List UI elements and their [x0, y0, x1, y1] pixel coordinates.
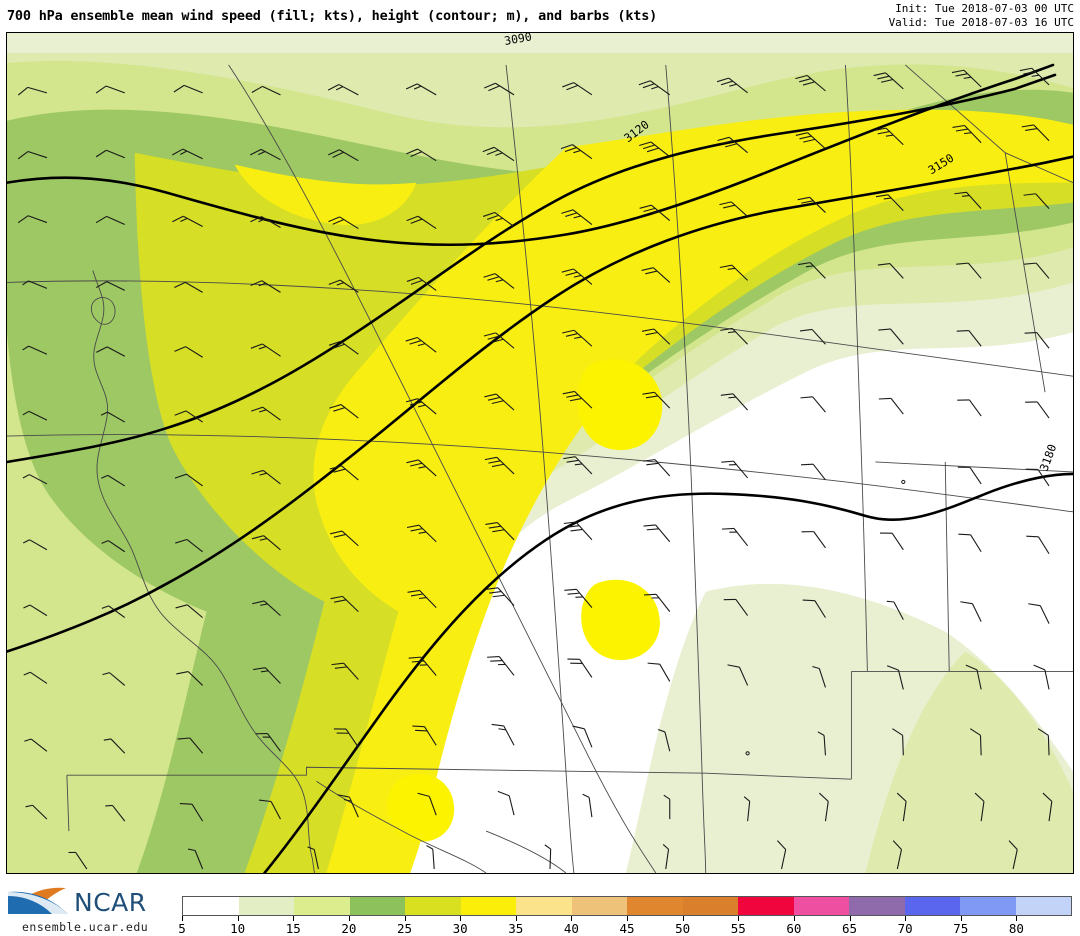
ncar-logo-mark: NCAR — [8, 887, 147, 917]
colorbar-tick-15 — [293, 916, 295, 921]
contour-3180 — [263, 472, 1073, 873]
colorbar-swatches — [182, 896, 1072, 916]
colorbar: 5 10 15 20 25 30 35 40 45 50 55 60 65 70 75 80 — [178, 896, 1072, 936]
colorbar-tick-label-55: 55 — [730, 921, 746, 936]
colorbar-tick-30 — [460, 916, 462, 921]
colorbar-tick-5 — [182, 916, 183, 921]
colorbar-tick-10 — [237, 916, 239, 921]
colorbar-swatch-65 — [849, 897, 905, 915]
colorbar-tick-label-60: 60 — [786, 921, 802, 936]
colorbar-tick-label-35: 35 — [508, 921, 524, 936]
svg-text:NCAR: NCAR — [74, 888, 147, 917]
colorbar-swatch-30 — [460, 897, 516, 915]
fill-band-35-40 — [387, 359, 663, 842]
colorbar-tick-20 — [348, 916, 350, 921]
fill-band-30-35 — [234, 109, 1073, 873]
header: 700 hPa ensemble mean wind speed (fill; … — [0, 0, 1080, 32]
colorbar-tick-55 — [738, 916, 740, 921]
forecast-timestamps: Init: Tue 2018-07-03 00 UTC Valid: Tue 2… — [889, 2, 1074, 30]
colorbar-tick-label-80: 80 — [1008, 921, 1024, 936]
ncar-url: ensemble.ucar.edu — [22, 920, 149, 934]
colorbar-swatch-20 — [349, 897, 405, 915]
map-panel[interactable]: 3090 3120 3150 3180 — [6, 32, 1074, 874]
colorbar-swatch-15 — [294, 897, 350, 915]
contour-3150 — [7, 155, 1073, 653]
valid-time: Valid: Tue 2018-07-03 16 UTC — [888, 16, 1074, 29]
colorbar-tick-45 — [627, 916, 628, 921]
colorbar-swatch-60 — [793, 897, 849, 915]
colorbar-tick-label-70: 70 — [897, 921, 913, 936]
colorbar-tick-label-15: 15 — [285, 921, 301, 936]
colorbar-tick-label-50: 50 — [675, 921, 691, 936]
colorbar-swatch-10 — [238, 897, 294, 915]
colorbar-swatch-75 — [960, 897, 1016, 915]
colorbar-swatch-35 — [516, 897, 572, 915]
height-contours — [7, 63, 1073, 873]
contour-3090 — [7, 63, 1055, 247]
colorbar-tick-label-20: 20 — [341, 921, 357, 936]
colorbar-tick-label-40: 40 — [563, 921, 579, 936]
colorbar-tick-60 — [793, 916, 795, 921]
fill-band-25-30 — [134, 115, 1073, 873]
colorbar-tick-70 — [905, 916, 907, 921]
colorbar-swatch-55 — [738, 897, 794, 915]
colorbar-tick-label-65: 65 — [841, 921, 858, 936]
colorbar-swatch-50 — [682, 897, 738, 915]
colorbar-tick-label-25: 25 — [396, 921, 413, 936]
colorbar-tick-25 — [404, 916, 406, 921]
colorbar-tick-75 — [960, 916, 962, 921]
map-canvas: 3090 3120 3150 3180 — [7, 33, 1073, 873]
colorbar-ticks: 5 10 15 20 25 30 35 40 45 50 55 60 65 70 75 80 — [178, 916, 1072, 936]
colorbar-tick-40 — [571, 916, 573, 921]
colorbar-swatch-25 — [405, 897, 461, 915]
colorbar-tick-label-45: 45 — [619, 921, 635, 936]
colorbar-tick-label-30: 30 — [452, 921, 468, 936]
colorbar-tick-label-75: 75 — [953, 921, 969, 936]
colorbar-tick-35 — [515, 916, 517, 921]
colorbar-swatch-80 — [1015, 897, 1071, 915]
init-time: Init: Tue 2018-07-03 00 UTC — [895, 2, 1074, 15]
colorbar-swatch-5 — [183, 897, 239, 915]
colorbar-tick-label-5: 5 — [178, 921, 186, 936]
colorbar-swatch-70 — [904, 897, 960, 915]
colorbar-tick-80 — [1016, 916, 1018, 921]
ncar-logo[interactable]: NCAR ensemble.ucar.edu — [4, 884, 176, 934]
contour-3120 — [7, 73, 1057, 464]
page-title: 700 hPa ensemble mean wind speed (fill; … — [7, 8, 658, 24]
colorbar-swatch-45 — [627, 897, 683, 915]
contour-label-3090: 3090 — [503, 33, 533, 48]
political-boundaries — [7, 64, 1073, 873]
colorbar-tick-65 — [849, 916, 851, 921]
colorbar-tick-50 — [682, 916, 684, 921]
colorbar-swatch-40 — [571, 897, 627, 915]
colorbar-tick-label-10: 10 — [230, 921, 246, 936]
